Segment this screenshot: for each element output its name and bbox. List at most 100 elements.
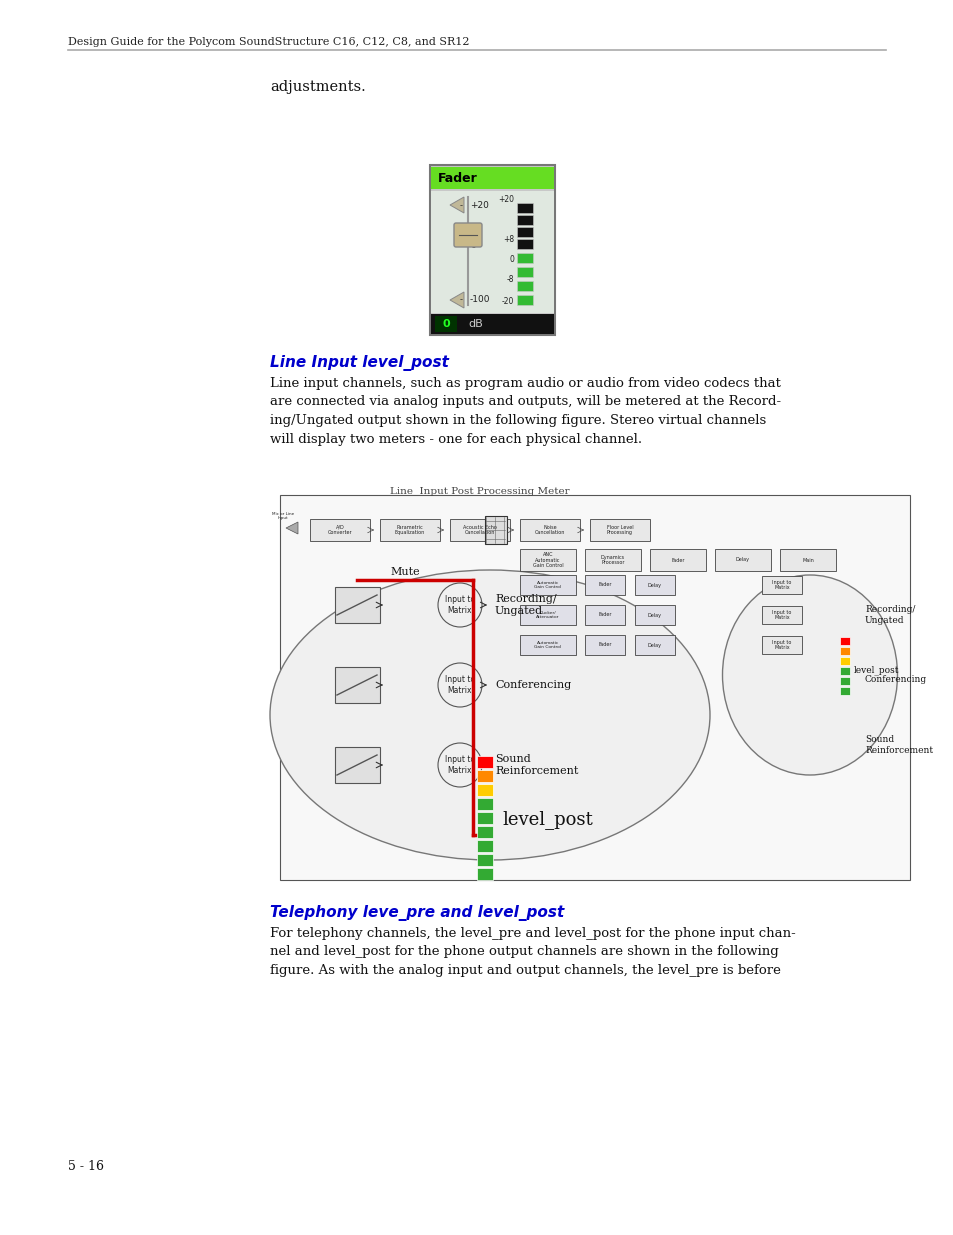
Text: Recording/
Ungated: Recording/ Ungated [495,594,556,616]
Text: Delay: Delay [647,613,661,618]
Text: Delay: Delay [647,642,661,647]
Text: Sound
Reinforcement: Sound Reinforcement [495,755,578,776]
Bar [335,587,379,622]
Bar [635,605,675,625]
Bar [431,167,554,189]
Text: Input to
Matrix: Input to Matrix [772,579,791,590]
Bar [517,267,533,277]
Text: Conferencing: Conferencing [864,676,926,684]
Bar [584,550,640,571]
Text: Fader: Fader [598,642,611,647]
Text: Line Input level_post: Line Input level_post [270,354,449,370]
Text: Fader: Fader [598,613,611,618]
Text: Acoustic Echo
Cancellation: Acoustic Echo Cancellation [462,525,497,536]
Bar [761,606,801,624]
Bar [335,667,379,703]
Bar [335,747,379,783]
Bar [840,667,849,676]
Text: Input to
Matrix: Input to Matrix [444,595,475,615]
Text: 0: 0 [509,256,514,264]
Bar [519,605,576,625]
Bar [649,550,705,571]
Text: Floor Level
Processing: Floor Level Processing [606,525,633,536]
Text: Mute: Mute [390,567,419,577]
Polygon shape [450,198,463,212]
Bar [517,215,533,225]
Bar [430,165,555,335]
Bar [476,798,493,810]
Bar [476,811,493,824]
Bar [484,516,506,543]
Bar [840,647,849,655]
Bar [431,191,554,312]
Text: Line input channels, such as program audio or audio from video codecs that
are c: Line input channels, such as program aud… [270,377,781,446]
Bar [476,784,493,797]
Bar [519,576,576,595]
Bar [431,314,554,333]
Text: Ducker/
Attenuator: Ducker/ Attenuator [536,610,559,619]
Bar [517,295,533,305]
Text: -20: -20 [501,298,514,306]
Ellipse shape [270,571,709,860]
Text: 5 - 16: 5 - 16 [68,1160,104,1173]
Text: Delay: Delay [735,557,749,562]
Text: Sound
Reinforcement: Sound Reinforcement [864,735,932,755]
Text: adjustments.: adjustments. [270,80,365,94]
Bar [379,519,439,541]
Bar [714,550,770,571]
Bar [519,635,576,655]
Text: Main: Main [801,557,813,562]
Text: 0: 0 [442,319,450,329]
Text: A/D
Converter: A/D Converter [327,525,352,536]
Text: -: - [460,295,465,305]
Text: dB: dB [468,319,482,329]
Circle shape [437,663,481,706]
Text: Dynamics
Processor: Dynamics Processor [600,555,624,566]
Text: Telephony leve_pre and level_post: Telephony leve_pre and level_post [270,905,563,921]
Text: Conferencing: Conferencing [495,680,571,690]
Bar [450,519,510,541]
Text: +20: +20 [470,200,488,210]
Text: Fader: Fader [671,557,684,562]
Bar [584,576,624,595]
Bar [517,253,533,263]
Bar [761,576,801,594]
Bar [435,316,456,332]
Bar [840,657,849,664]
Bar [840,677,849,685]
Text: Mic or Line
Input: Mic or Line Input [272,511,294,520]
Text: Noise
Cancellation: Noise Cancellation [535,525,564,536]
Bar [519,550,576,571]
Text: +8: +8 [502,236,514,245]
Bar [280,495,909,881]
Text: Input to
Matrix: Input to Matrix [444,756,475,774]
Text: level_post: level_post [501,810,592,830]
Text: Input to
Matrix: Input to Matrix [444,676,475,695]
Text: Input to
Matrix: Input to Matrix [772,640,791,651]
Bar [310,519,370,541]
Bar [517,282,533,291]
Ellipse shape [721,576,897,776]
Bar [476,769,493,782]
Text: Recording/
Ungated: Recording/ Ungated [864,605,915,625]
Bar [519,519,579,541]
Polygon shape [286,522,297,534]
Text: -8: -8 [506,275,514,284]
Text: Automatic
Gain Control: Automatic Gain Control [534,641,561,650]
Text: 0: 0 [470,241,476,249]
Text: Line  Input Post Processing Meter: Line Input Post Processing Meter [390,487,569,496]
Bar [840,637,849,645]
Text: -100: -100 [470,295,490,305]
Bar [476,853,493,866]
Bar [584,635,624,655]
Bar [476,840,493,852]
FancyBboxPatch shape [454,224,481,247]
Bar [476,868,493,881]
Text: level_post: level_post [853,666,899,674]
Bar [584,605,624,625]
Circle shape [437,583,481,627]
Text: Delay: Delay [647,583,661,588]
Text: Fader: Fader [598,583,611,588]
Bar [476,756,493,768]
Bar [840,687,849,695]
